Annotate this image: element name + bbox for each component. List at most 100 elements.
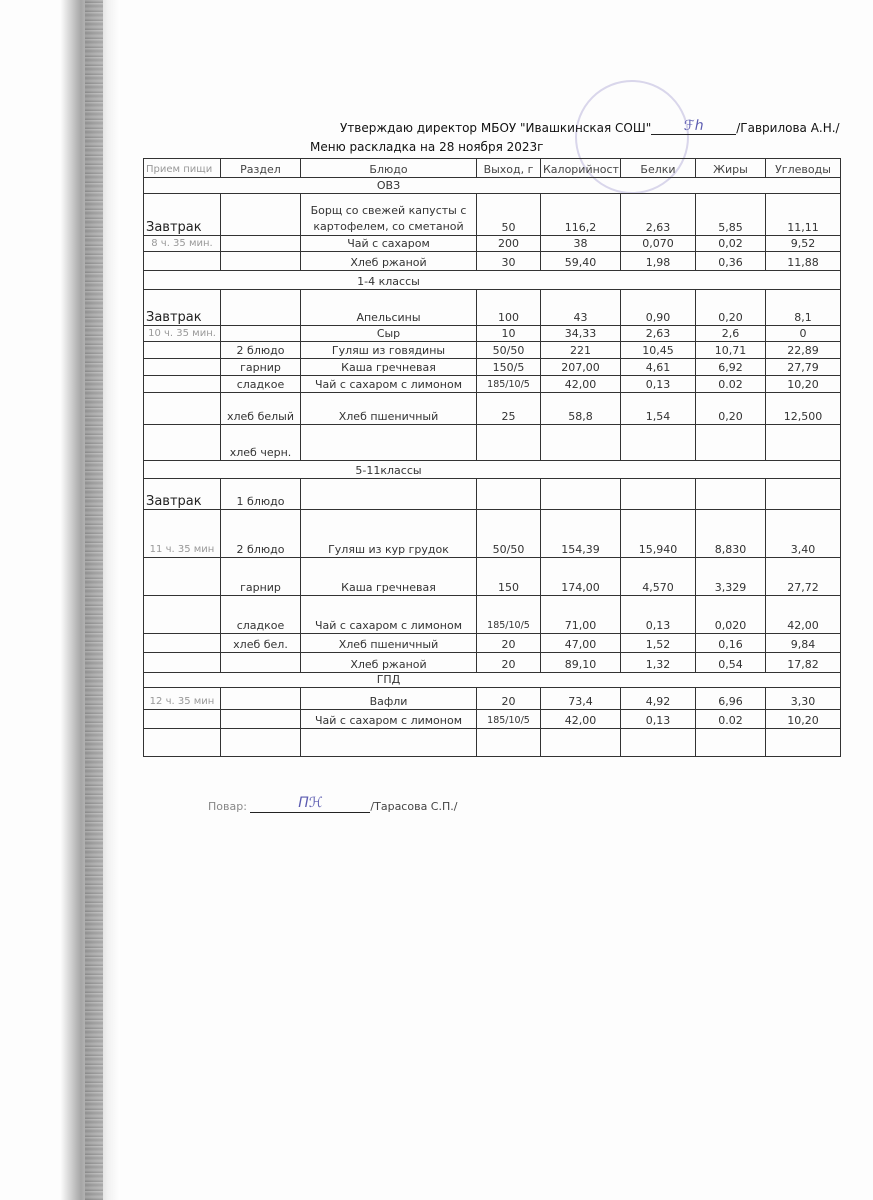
fat-cell: 0,36 (695, 251, 766, 271)
section-heading: 5-11классы (300, 460, 477, 479)
section-cell (220, 652, 301, 673)
table-row: 8 ч. 35 мин. Чай с сахаром 200 38 0,070 0,02 9… (143, 235, 841, 252)
cook-signature: Пℋ (298, 795, 323, 811)
section-cell (220, 193, 301, 236)
dish-cell: Апельсины (300, 289, 477, 326)
carbs-cell (765, 728, 841, 757)
dish-cell: Хлеб пшеничный (300, 392, 477, 425)
section-heading: ГПД (300, 672, 477, 688)
section-heading-row: 5-11классы (143, 460, 841, 479)
protein-cell: 0,90 (620, 289, 696, 326)
protein-cell: 0,13 (620, 375, 696, 393)
section-cell: хлеб черн. (220, 424, 301, 461)
protein-cell (620, 478, 696, 510)
column-header: Раздел (220, 158, 301, 178)
meal-cell (143, 595, 221, 634)
calories-cell: 89,10 (540, 652, 621, 673)
table-row: сладкое Чай с сахаром с лимоном 185/10/5 71… (143, 595, 841, 634)
table-row: 11 ч. 35 мин 2 блюдо Гуляш из кур грудок 50… (143, 509, 841, 558)
yield-cell: 150/5 (476, 358, 541, 376)
calories-cell: 38 (540, 235, 621, 252)
fat-cell (695, 728, 766, 757)
meal-cell: 8 ч. 35 мин. (143, 235, 221, 252)
column-header: Калорийность (540, 158, 621, 178)
protein-cell: 1,52 (620, 633, 696, 653)
carbs-cell: 42,00 (765, 595, 841, 634)
calories-cell: 71,00 (540, 595, 621, 634)
table-row: Завтрак 1 блюдо (143, 478, 841, 510)
table-row: хлеб белый Хлеб пшеничный 25 58,8 1,54 0,20 12… (143, 392, 841, 425)
dish-cell: Чай с сахаром (300, 235, 477, 252)
table-row: 2 блюдо Гуляш из говядины 50/50 221 10,45 10,… (143, 341, 841, 359)
table-row: хлеб бел. Хлеб пшеничный 20 47,00 1,52 0,16 9,… (143, 633, 841, 653)
fat-cell: 8,830 (695, 509, 766, 558)
meal-cell: Завтрак (143, 193, 221, 236)
section-cell (220, 235, 301, 252)
director-name: /Гаврилова А.Н./ (736, 121, 840, 135)
yield-cell: 50/50 (476, 341, 541, 359)
calories-cell (540, 478, 621, 510)
meal-cell: Завтрак (143, 478, 221, 510)
meal-cell: Завтрак (143, 289, 221, 326)
calories-cell: 154,39 (540, 509, 621, 558)
meal-cell (143, 557, 221, 596)
yield-cell (476, 424, 541, 461)
column-header: Белки (620, 158, 696, 178)
section-heading-row: ГПД (143, 672, 841, 688)
meal-cell (143, 358, 221, 376)
section-heading: ОВЗ (300, 177, 477, 194)
section-heading-row: ОВЗ (143, 177, 841, 194)
meal-cell (143, 251, 221, 271)
fat-cell: 2,6 (695, 325, 766, 342)
dish-cell: Хлеб пшеничный (300, 633, 477, 653)
protein-cell: 10,45 (620, 341, 696, 359)
dish-cell: Сыр (300, 325, 477, 342)
carbs-cell: 8,1 (765, 289, 841, 326)
carbs-cell: 0 (765, 325, 841, 342)
fat-cell: 0,20 (695, 289, 766, 326)
dish-cell: Вафли (300, 687, 477, 710)
signature-line: Пℋ (250, 795, 371, 813)
fat-cell: 6,92 (695, 358, 766, 376)
meal-cell (143, 633, 221, 653)
meal-cell (143, 728, 221, 757)
section-cell: 1 блюдо (220, 478, 301, 510)
protein-cell: 4,92 (620, 687, 696, 710)
calories-cell: 174,00 (540, 557, 621, 596)
empty-cell (476, 672, 841, 688)
cook-name: /Тарасова С.П./ (370, 800, 458, 813)
dish-cell: Гуляш из говядины (300, 341, 477, 359)
yield-cell (476, 478, 541, 510)
empty-cell (143, 460, 301, 479)
yield-cell: 20 (476, 687, 541, 710)
protein-cell: 1,98 (620, 251, 696, 271)
carbs-cell: 11,88 (765, 251, 841, 271)
fat-cell (695, 424, 766, 461)
column-header: Углеводы (765, 158, 841, 178)
calories-cell: 47,00 (540, 633, 621, 653)
calories-cell: 207,00 (540, 358, 621, 376)
section-heading-row: 1-4 классы (143, 270, 841, 290)
fat-cell: 0.02 (695, 709, 766, 729)
yield-cell: 25 (476, 392, 541, 425)
calories-cell: 43 (540, 289, 621, 326)
carbs-cell: 17,82 (765, 652, 841, 673)
carbs-cell: 10,20 (765, 375, 841, 393)
section-cell: сладкое (220, 595, 301, 634)
fat-cell: 0,020 (695, 595, 766, 634)
table-row: Чай с сахаром с лимоном 185/10/5 42,00 0,13… (143, 709, 841, 729)
table-row: Хлеб ржаной 20 89,10 1,32 0,54 17,82 (143, 652, 841, 673)
empty-cell (476, 460, 841, 479)
carbs-cell: 11,11 (765, 193, 841, 236)
fat-cell: 0,16 (695, 633, 766, 653)
yield-cell: 50/50 (476, 509, 541, 558)
column-header: Блюдо (300, 158, 477, 178)
meal-cell: 10 ч. 35 мин. (143, 325, 221, 342)
scan-artifact (85, 0, 103, 1200)
table-header: Прием пищи Раздел Блюдо Выход, г Калорийност… (143, 158, 841, 178)
empty-cell (476, 177, 841, 194)
dish-cell: Чай с сахаром с лимоном (300, 709, 477, 729)
calories-cell: 42,00 (540, 709, 621, 729)
fat-cell: 0,54 (695, 652, 766, 673)
dish-cell: Борщ со свежей капусты с картофелем, со … (300, 193, 477, 236)
